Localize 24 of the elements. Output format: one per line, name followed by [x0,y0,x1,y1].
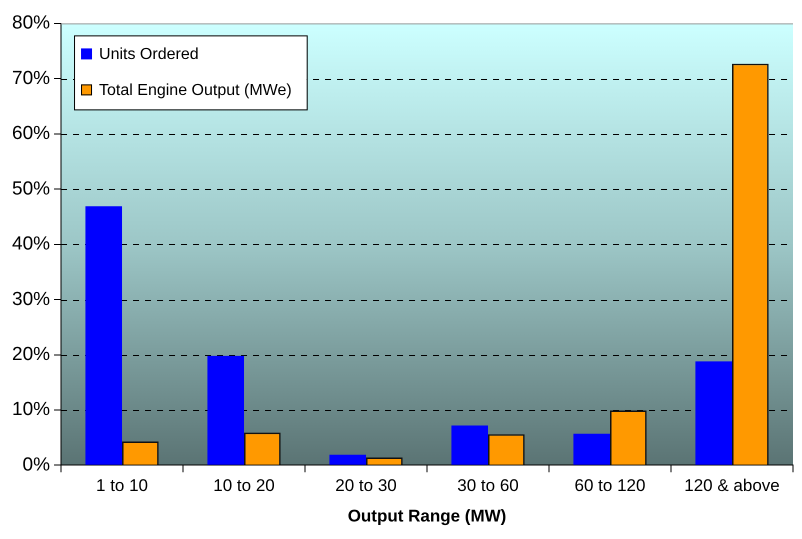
y-tick-label: 30% [12,288,50,310]
y-tick-label: 80% [12,12,50,34]
bar [695,361,732,465]
x-tick-label: 30 to 60 [457,476,519,496]
bar [329,454,366,465]
x-tick-label: 120 & above [684,476,780,496]
y-tick-label: 60% [12,123,50,144]
legend-label: Units Ordered [99,46,199,63]
y-tick-label: 70% [12,68,50,89]
y-tick-label: 10% [12,399,50,420]
bar [85,206,122,465]
y-tick-label: 20% [12,344,50,365]
y-tick-label: 40% [12,234,50,255]
x-tick-label: 20 to 30 [335,476,397,496]
bar [573,434,610,465]
x-axis-title: Output Range (MW) [348,506,506,526]
legend-label: Total Engine Output (MWe) [99,82,292,99]
bar [451,425,488,465]
x-tick-label: 60 to 120 [574,476,646,496]
x-tick-label: 1 to 10 [96,476,148,496]
y-tick-label: 50% [12,178,50,200]
x-tick-label: 10 to 20 [213,476,275,496]
y-tick-label: 0% [22,454,50,476]
bar [207,356,244,465]
